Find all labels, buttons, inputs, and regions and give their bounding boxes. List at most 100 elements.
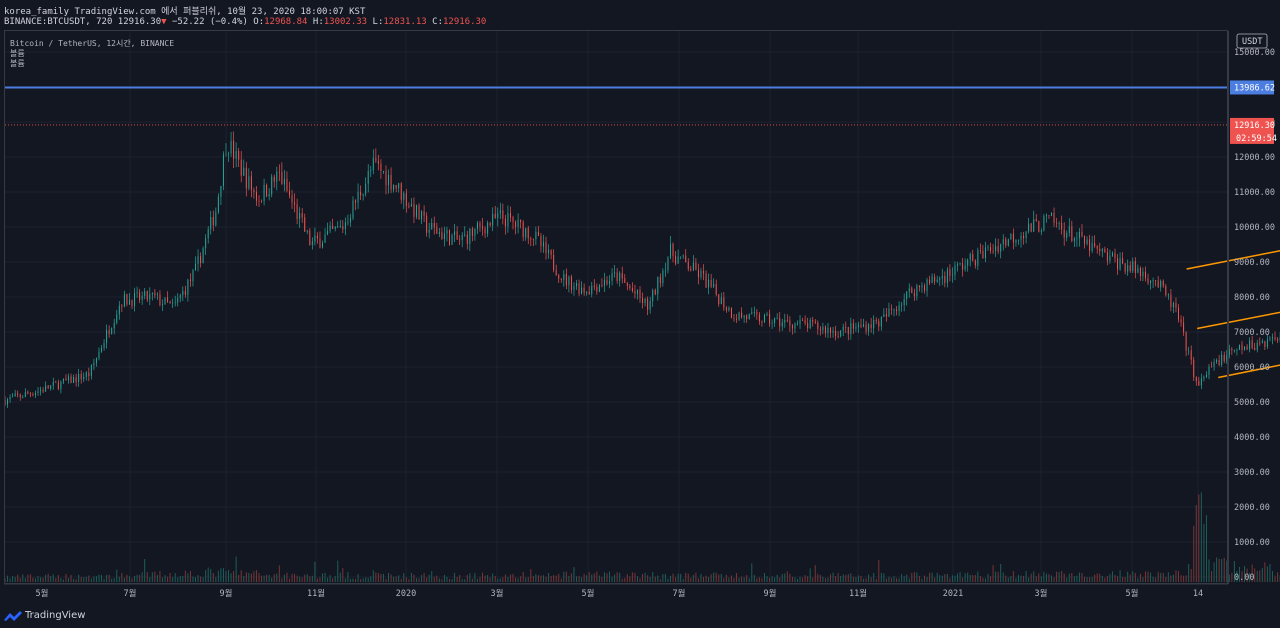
candle-body [1233,350,1235,352]
candle-body [1033,219,1035,232]
volume-bar [657,575,659,582]
volume-bar [781,574,783,582]
volume-bar [370,576,372,582]
volume-bar [1056,571,1058,582]
low-label: L: [372,17,384,27]
candle-body [685,255,687,262]
volume-bar [139,574,141,582]
volume-bar [1157,571,1159,582]
candle-body [1091,243,1093,251]
volume-bar [405,577,407,582]
candle-body [291,195,293,203]
candle-body [1218,359,1220,365]
volume-bar [220,568,222,582]
volume-bar [55,578,57,582]
candle-body [662,270,664,284]
candle-body [1246,346,1248,350]
volume-bar [995,571,997,582]
volume-bar [532,576,534,582]
candle-body [1129,265,1131,271]
volume-bar [1188,564,1190,582]
candle-body [492,213,494,226]
volume-bar [799,576,801,582]
volume-bar [982,577,984,582]
volume-bar [230,573,232,582]
candle-body [355,200,357,203]
candle-body [530,238,532,240]
candle-body [995,246,997,252]
candle-body [918,285,920,288]
volume-bar [197,575,199,582]
volume-bar [1218,558,1220,582]
candle-body [616,272,618,281]
candle-body [908,288,910,292]
volume-bar [598,575,600,582]
candle-body [1020,236,1022,240]
candle-body [118,305,120,315]
volume-bar [288,578,290,582]
candle-body [875,320,877,322]
volume-bar [1256,571,1258,582]
volume-bar [868,574,870,582]
volume-bar [349,579,351,582]
candle-body [888,308,890,317]
volume-bar [40,577,42,582]
candle-body [1109,255,1111,261]
candle-body [123,294,125,307]
candle-body [896,309,898,312]
candle-body [189,279,191,282]
volume-bar [380,573,382,582]
candle-body [573,286,575,290]
candle-body [1111,252,1113,256]
volume-bar [413,574,415,582]
volume-bar [725,574,727,582]
legend-title: Bitcoin / TetherUS, 12시간, BINANCE [10,39,175,48]
volume-bar [240,570,242,582]
candle-body [93,362,95,366]
candle-body [736,318,738,320]
volume-bar [1035,576,1037,582]
candle-body [553,254,555,270]
volume-bar [639,578,641,582]
candle-body [606,279,608,285]
candle-body [954,265,956,275]
candle-body [1142,271,1144,277]
volume-bar [964,573,966,582]
x-tick-label: 11월 [307,588,325,599]
volume-bar [954,575,956,582]
volume-bar [113,578,115,582]
candle-body [1076,238,1078,240]
volume-bar [929,572,931,582]
candle-body [883,314,885,317]
volume-bar [565,571,567,582]
volume-bar [187,573,189,582]
volume-bar [281,578,283,582]
candle-body [946,269,948,283]
candle-body [332,225,334,229]
candle-body [1023,236,1025,239]
candle-body [1000,244,1002,252]
candle-body [212,217,214,226]
volume-bar [761,578,763,582]
candle-body [1266,339,1268,347]
candle-body [380,163,382,172]
x-tick-label: 9월 [764,588,777,599]
candle-body [779,317,781,327]
volume-bar [266,574,268,582]
volume-bar [1246,568,1248,582]
tradingview-logo[interactable]: TradingView [4,610,85,621]
candle-body [1127,265,1129,272]
volume-bar [695,572,697,582]
candle-body [42,389,44,392]
volume-bar [441,579,443,582]
volume-bar [644,572,646,582]
candle-body [809,319,811,329]
volume-bar [1114,574,1116,582]
candle-body [502,210,504,219]
legend-volume-2: 볼륨 [10,59,25,68]
candle-body [753,312,755,313]
volume-bar [527,577,529,582]
volume-bar [85,576,87,582]
volume-bar [550,576,552,582]
